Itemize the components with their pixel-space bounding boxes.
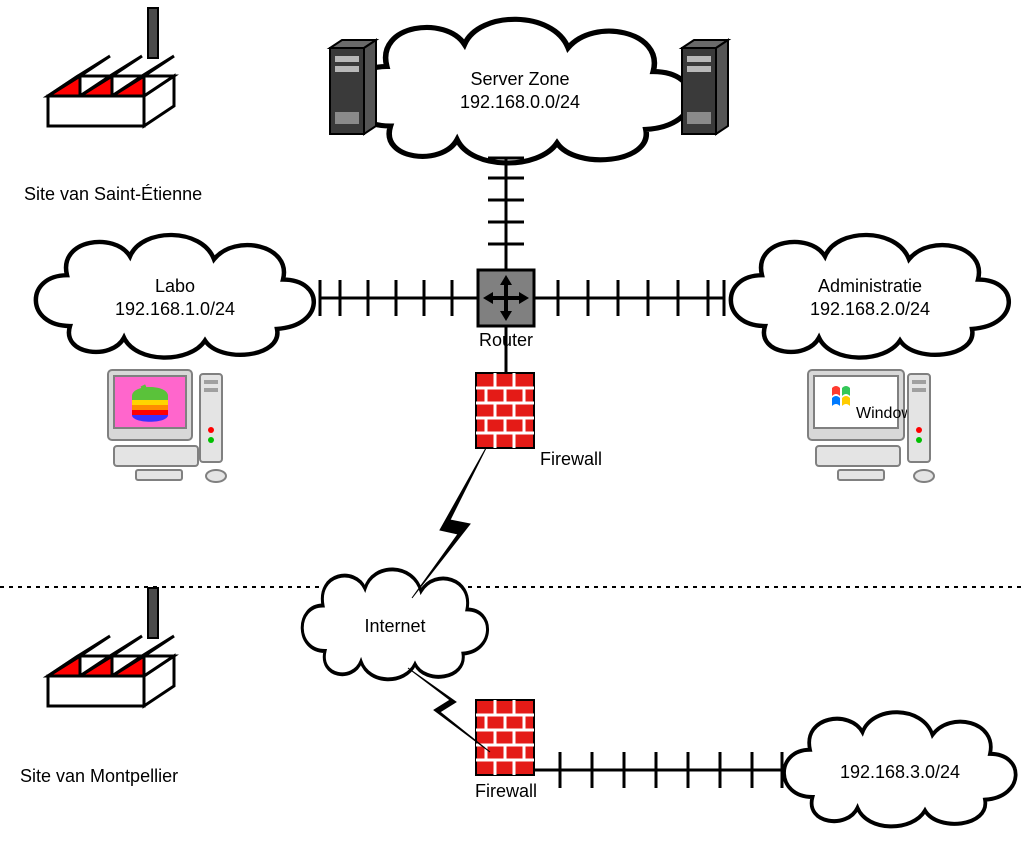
server-zone-title: Server Zone: [470, 69, 569, 89]
server-icon-right: [682, 40, 728, 134]
mac-pc-icon: [108, 370, 226, 482]
bus-server-router: [488, 158, 524, 270]
internet-label: Internet: [364, 616, 425, 636]
factory-icon-top: [48, 8, 174, 126]
server-zone-subnet: 192.168.0.0/24: [460, 92, 580, 112]
bus-router-admin: [534, 280, 724, 316]
windows-pc-icon: Windows: [808, 370, 934, 482]
factory-icon-bottom: [48, 588, 174, 706]
cloud-server-zone: Server Zone 192.168.0.0/24: [348, 19, 691, 163]
labo-subnet: 192.168.1.0/24: [115, 299, 235, 319]
server-icon-left: [330, 40, 376, 134]
firewall-icon-top: [476, 373, 534, 448]
site2-label: Site van Montpellier: [20, 766, 178, 786]
firewall-icon-bottom: [476, 700, 534, 775]
bus-firewall-mont: [534, 752, 782, 788]
firewall-bottom-label: Firewall: [475, 781, 537, 801]
cloud-labo: Labo 192.168.1.0/24: [36, 235, 314, 358]
labo-title: Labo: [155, 276, 195, 296]
router-icon: [478, 270, 534, 326]
mont-subnet: 192.168.3.0/24: [840, 762, 960, 782]
site1-label: Site van Saint-Étienne: [24, 184, 202, 204]
firewall-top-label: Firewall: [540, 449, 602, 469]
router-label: Router: [479, 330, 533, 350]
bus-labo-router: [320, 280, 478, 316]
lightning-top: [412, 448, 486, 598]
cloud-admin: Administratie 192.168.2.0/24: [731, 235, 1009, 358]
admin-title: Administratie: [818, 276, 922, 296]
cloud-montpellier-net: 192.168.3.0/24: [784, 712, 1016, 826]
cloud-internet: Internet: [302, 569, 487, 679]
admin-subnet: 192.168.2.0/24: [810, 299, 930, 319]
